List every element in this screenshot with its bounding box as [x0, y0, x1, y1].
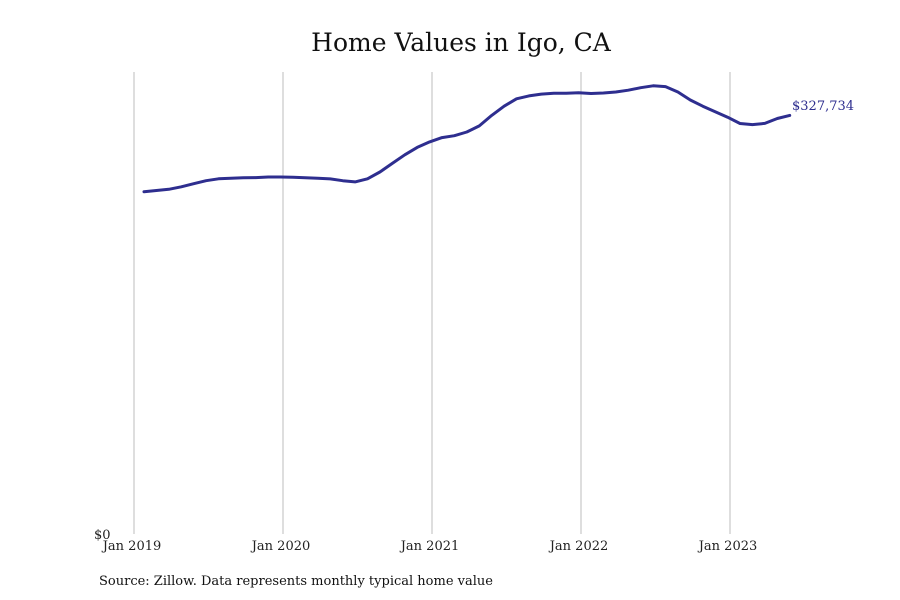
- y-tick-label-zero: $0: [94, 528, 111, 543]
- x-tick-label: Jan 2019: [101, 539, 162, 554]
- x-tick-label: Jan 2022: [548, 539, 609, 554]
- home-value-line: [142, 84, 792, 194]
- x-tick-label: Jan 2023: [697, 539, 758, 554]
- x-axis-ticks: Jan 2019 Jan 2020 Jan 2021 Jan 2022 Jan 2023: [101, 539, 758, 554]
- gridlines: [133, 72, 731, 534]
- latest-value-label: $327,734: [792, 99, 854, 114]
- x-tick-label: Jan 2021: [399, 539, 460, 554]
- source-note: Source: Zillow. Data represents monthly …: [99, 574, 493, 589]
- x-tick-label: Jan 2020: [250, 539, 311, 554]
- chart-title: Home Values in Igo, CA: [311, 28, 612, 57]
